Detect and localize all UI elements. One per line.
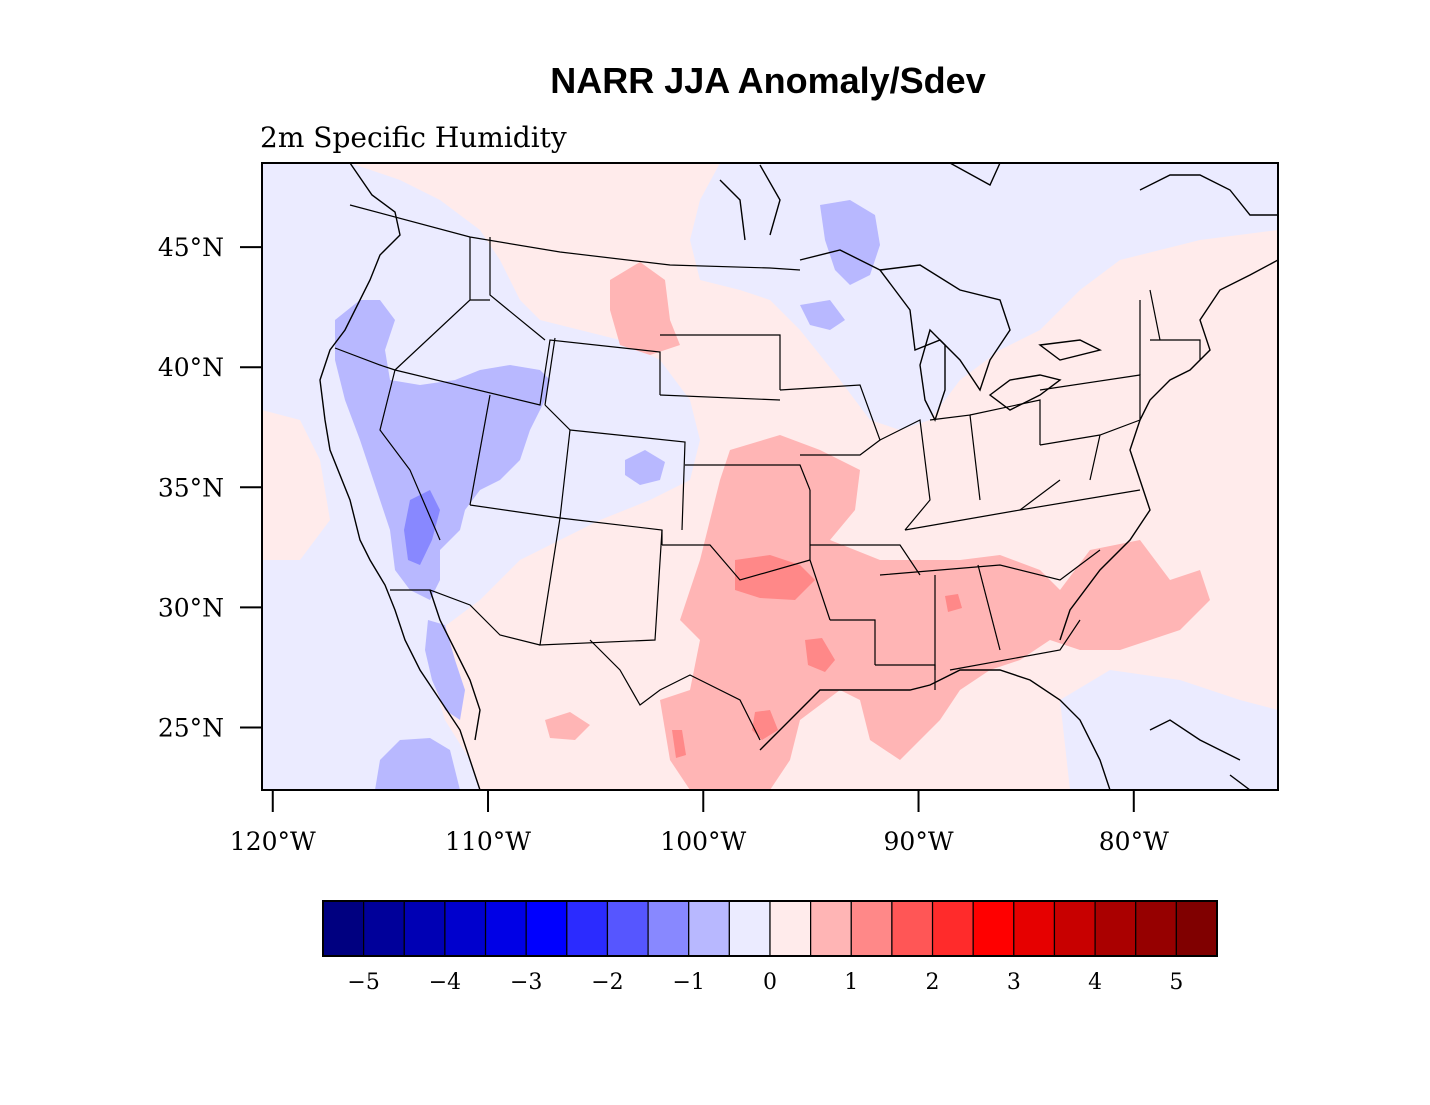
colorbar-swatch: [484, 900, 527, 957]
chart-title: NARR JJA Anomaly/Sdev: [550, 60, 985, 101]
colorbar-swatch: [931, 900, 974, 957]
colorbar-swatch: [850, 900, 893, 957]
colorbar-tick-label: −1: [673, 970, 705, 995]
colorbar-tick-label: −2: [591, 970, 623, 995]
lat-tick-label: 35°N: [158, 473, 224, 502]
longitude-axis: 120°W 110°W 100°W 90°W 80°W: [230, 790, 1169, 856]
colorbar-swatch: [606, 900, 649, 957]
colorbar-swatch: [810, 900, 852, 957]
colorbar-swatch: [1013, 900, 1056, 957]
latitude-axis: 45°N 40°N 35°N 30°N 25°N: [158, 233, 262, 743]
colorbar-swatch: [403, 900, 446, 957]
lat-tick-label: 30°N: [158, 593, 224, 622]
lon-tick-label: 80°W: [1099, 827, 1169, 856]
plot-area: [262, 163, 1278, 790]
colorbar-tick-label: −4: [429, 970, 461, 995]
negative-anomaly-west: [335, 200, 880, 790]
colorbar-swatch: [566, 900, 609, 957]
political-borders: [334, 204, 1201, 741]
colorbar-swatch: [1053, 900, 1096, 957]
colorbar-frame: [322, 900, 1218, 957]
colorbar-swatch: [647, 900, 690, 957]
colorbar-swatch: [1135, 900, 1177, 957]
lon-tick-label: 110°W: [445, 827, 531, 856]
colorbar-tick-label: 4: [1088, 970, 1102, 995]
lon-tick-label: 100°W: [660, 827, 746, 856]
colorbar-tick-label: −3: [510, 970, 542, 995]
colorbar-swatch: [972, 900, 1015, 957]
colorbar-swatch: [322, 900, 365, 957]
lat-tick-label: 45°N: [158, 233, 224, 262]
lon-tick-label: 120°W: [230, 827, 316, 856]
colorbar-swatch: [525, 900, 568, 957]
lon-tick-label: 90°W: [884, 827, 954, 856]
colorbar-tick-label: 1: [844, 970, 858, 995]
colorbar-swatch: [728, 900, 771, 957]
colorbar-swatch: [444, 900, 487, 957]
colorbar-swatch: [891, 900, 934, 957]
colorbar-tick-label: 5: [1169, 970, 1183, 995]
colorbar-swatch: [688, 900, 730, 957]
colorbar-tick-label: 2: [926, 970, 940, 995]
colorbar: −5 −4 −3 −2 −1 0 1 2 3 4 5: [322, 900, 1218, 995]
colorbar-swatch: [769, 900, 812, 957]
colorbar-swatch: [1175, 900, 1218, 957]
colorbar-swatch: [363, 900, 405, 957]
coastlines: [319, 163, 1278, 790]
positive-anomaly-central: [545, 262, 1210, 790]
negative-anomaly-strong: [404, 490, 440, 565]
positive-anomaly-strong: [672, 555, 962, 758]
colorbar-tick-label: 0: [763, 970, 777, 995]
colorbar-tick-label: −5: [347, 970, 379, 995]
colorbar-tick-label: 3: [1007, 970, 1021, 995]
plot-frame: [261, 162, 1279, 791]
colorbar-swatch: [1094, 900, 1137, 957]
lat-tick-label: 40°N: [158, 353, 224, 382]
negative-anomaly-southeast: [1060, 670, 1278, 790]
lat-tick-label: 25°N: [158, 714, 224, 743]
chart-subtitle: 2m Specific Humidity: [260, 121, 567, 154]
